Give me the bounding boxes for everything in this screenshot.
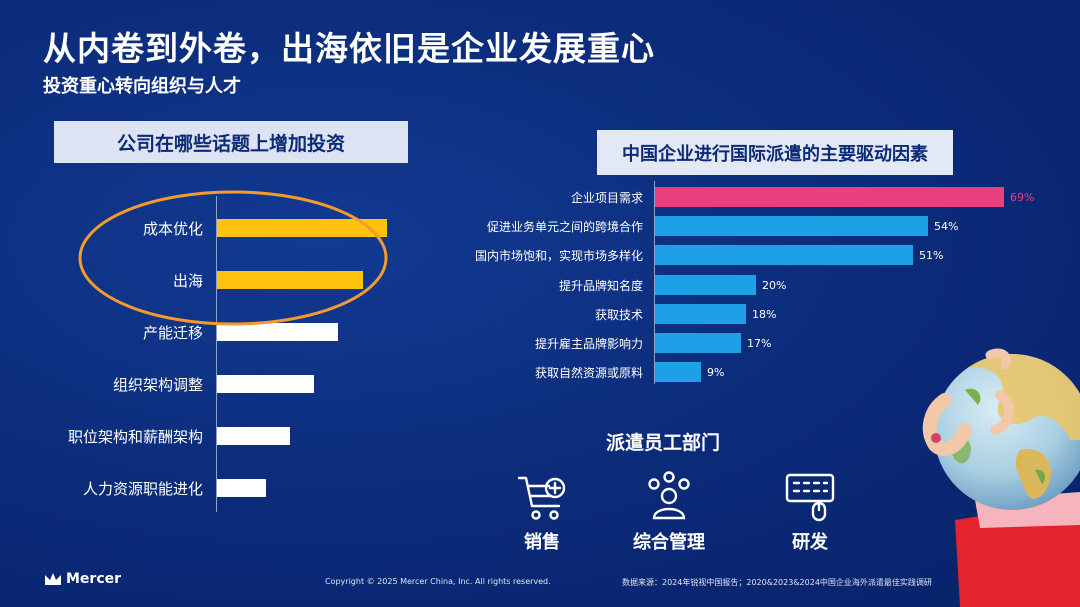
department-label: 销售 (524, 532, 560, 553)
left-chart-category-label: 产能迁移 (142, 324, 203, 342)
right-chart-axis (654, 181, 655, 384)
right-chart-value-label: 20% (762, 279, 787, 292)
right-chart-bar (655, 216, 928, 236)
right-chart-value-label: 17% (747, 337, 772, 350)
left-chart-bar (217, 323, 338, 341)
copyright: Copyright © 2025 Mercer China, Inc. All … (325, 577, 551, 586)
right-chart-category-label: 提升雇主品牌影响力 (534, 337, 643, 351)
left-chart-category-label: 职位架构和薪酬架构 (67, 428, 203, 446)
left-chart-category-label: 成本优化 (142, 220, 203, 238)
left-chart-category-label: 人力资源职能进化 (82, 480, 203, 498)
slide-title: 从内卷到外卷，出海依旧是企业发展重心 (43, 29, 655, 68)
right-chart-bar (655, 275, 756, 295)
departments-title: 派遣员工部门 (606, 432, 721, 454)
department-sales: 销售 (502, 470, 582, 554)
right-chart-value-label: 18% (752, 308, 777, 321)
right-chart-value-label: 54% (934, 220, 959, 233)
mercer-logo-text: Mercer (66, 571, 122, 587)
right-chart-value-label: 9% (707, 366, 725, 379)
mercer-logo-icon (45, 573, 61, 585)
keyboard-mouse-icon (785, 473, 835, 522)
left-chart-category-label: 出海 (172, 272, 203, 290)
department-label: 研发 (792, 532, 828, 553)
right-chart-value-label: 69% (1010, 191, 1035, 204)
left-chart-bar (217, 375, 314, 393)
mercer-logo: Mercer (44, 571, 121, 587)
right-chart-category-label: 企业项目需求 (570, 191, 643, 205)
left-chart-bar (217, 427, 290, 445)
shopping-cart-icon (517, 476, 566, 520)
left-chart-bar (217, 271, 363, 289)
right-chart-bar (655, 333, 741, 353)
department-rnd: 研发 (770, 470, 850, 554)
data-source: 数据来源：2024年锐视中国报告；2020&2023&2024中国企业海外派遣最… (622, 578, 932, 587)
right-chart-category-label: 促进业务单元之间的跨境合作 (486, 220, 643, 234)
right-chart-bar (655, 245, 913, 265)
left-chart-bar (217, 219, 387, 237)
right-chart-category-label: 国内市场饱和，实现市场多样化 (474, 249, 643, 263)
right-chart-bar (655, 304, 746, 324)
department-general-management: 综合管理 (629, 470, 709, 554)
right-chart-bar (655, 187, 1004, 207)
left-chart-header: 公司在哪些话题上增加投资 (54, 121, 408, 163)
left-chart-bar (217, 479, 266, 497)
people-network-icon (648, 471, 690, 520)
right-chart-category-label: 获取技术 (594, 308, 643, 322)
slide-subtitle: 投资重心转向组织与人才 (43, 76, 241, 97)
department-label: 综合管理 (633, 532, 705, 553)
right-chart-header: 中国企业进行国际派遣的主要驱动因素 (597, 130, 953, 175)
right-chart-value-label: 51% (919, 249, 944, 262)
right-chart-bar (655, 362, 701, 382)
right-chart-category-label: 提升品牌知名度 (558, 279, 643, 293)
right-chart-category-label: 获取自然资源或原料 (534, 366, 643, 380)
left-chart-category-label: 组织架构调整 (112, 376, 203, 394)
left-chart-axis (216, 196, 217, 512)
